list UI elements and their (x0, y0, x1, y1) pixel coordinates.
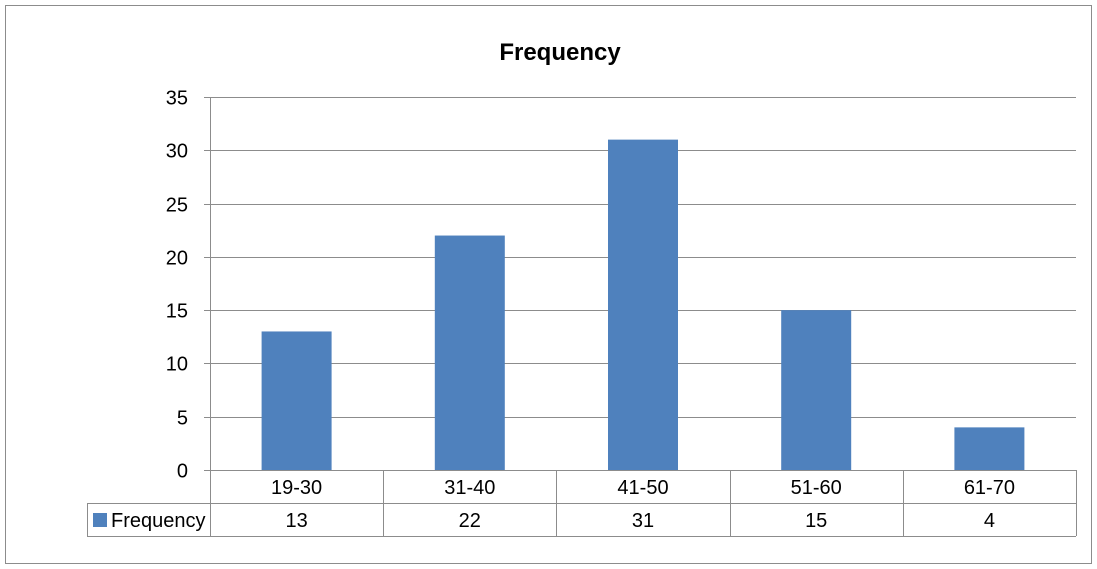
y-tick-label: 25 (166, 195, 188, 217)
bar-51-60 (781, 310, 852, 470)
data-label: 15 (805, 510, 827, 532)
x-tick-label: 31-40 (444, 477, 495, 499)
y-tick-label: 5 (177, 408, 188, 430)
data-label: 13 (285, 510, 307, 532)
y-tick-label: 15 (166, 301, 188, 323)
bar-19-30 (261, 331, 332, 470)
y-tick-label: 0 (177, 461, 188, 483)
x-tick-label: 41-50 (617, 477, 668, 499)
x-tick-label: 61-70 (964, 477, 1015, 499)
data-label: 31 (632, 510, 654, 532)
bars (261, 139, 1025, 470)
y-tick-label: 20 (166, 248, 188, 270)
legend-label: Frequency (111, 510, 206, 532)
x-tick-label: 19-30 (271, 477, 322, 499)
data-table: 19-30 13 31-40 22 41-50 31 51-60 15 61-70 4 Freque… (87, 470, 1077, 537)
bar-31-40 (434, 235, 505, 470)
y-tick-label: 35 (166, 88, 188, 110)
data-label: 22 (459, 510, 481, 532)
bar-41-50 (608, 139, 678, 470)
y-tick-label: 10 (166, 354, 188, 376)
chart-title: Frequency (499, 39, 621, 66)
bar-61-70 (954, 427, 1025, 470)
legend-swatch (93, 513, 107, 527)
x-tick-label: 51-60 (791, 477, 842, 499)
y-tick-label: 30 (166, 141, 188, 163)
y-axis-ticks: 0 5 10 15 20 25 30 35 (166, 88, 211, 536)
data-label: 4 (984, 510, 995, 532)
